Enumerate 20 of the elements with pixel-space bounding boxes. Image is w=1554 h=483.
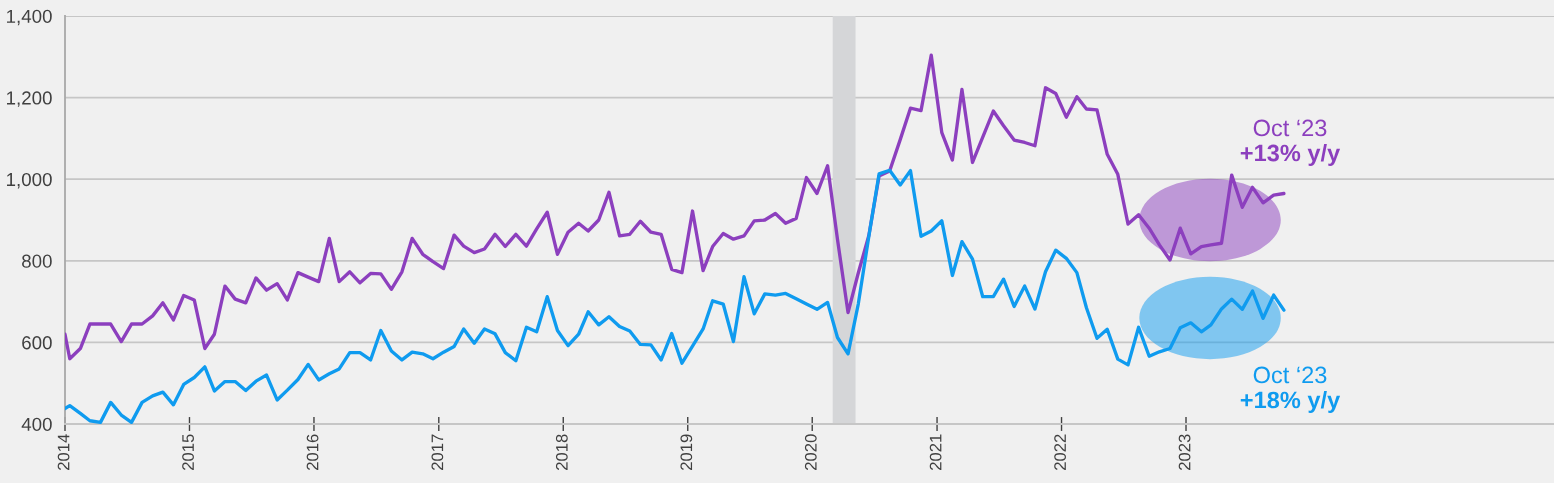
x-tick-label: 2023 bbox=[1178, 434, 1191, 470]
y-tick-label: 600 bbox=[22, 336, 52, 350]
x-tick-label: 2016 bbox=[306, 434, 319, 470]
x-tick-label: 2017 bbox=[431, 434, 444, 470]
y-tick-label: 1,000 bbox=[7, 172, 52, 189]
y-tick-label: 1,200 bbox=[7, 91, 52, 107]
y-tick-label: 400 bbox=[21, 417, 52, 431]
x-tick-label: 2021 bbox=[929, 434, 942, 470]
annotation: Oct ‘23 bbox=[1253, 119, 1327, 137]
x-tick-label: 2018 bbox=[555, 434, 568, 470]
x-tick-label: 2022 bbox=[1054, 434, 1067, 470]
annotation: +18% y/y bbox=[1240, 391, 1341, 414]
annotation: +13% y/y bbox=[1240, 144, 1341, 167]
x-tick-label: 2015 bbox=[182, 434, 194, 470]
y-tick-label: 1,400 bbox=[7, 9, 52, 26]
annotation: Oct ‘23 bbox=[1253, 366, 1327, 384]
x-tick-label: 2014 bbox=[57, 434, 70, 470]
y-tick-label: 800 bbox=[22, 254, 52, 268]
x-tick-label: 2020 bbox=[804, 434, 817, 470]
x-tick-label: 2019 bbox=[680, 434, 693, 470]
